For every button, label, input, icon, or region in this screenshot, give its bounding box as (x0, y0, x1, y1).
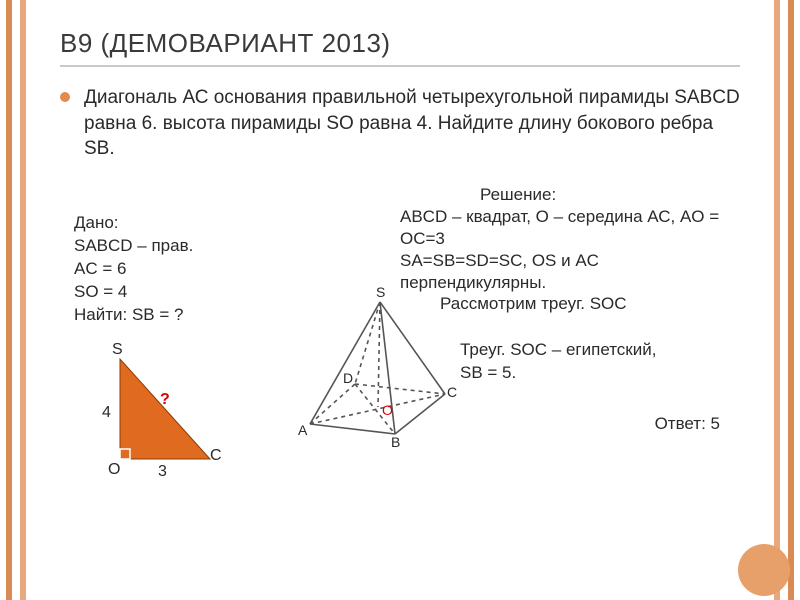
given-line: SO = 4 (74, 281, 193, 304)
frame-stripe (6, 0, 12, 600)
title-underline (60, 65, 740, 67)
center-label: O (382, 402, 393, 418)
vertex-label: C (210, 447, 222, 465)
decor-circle (738, 544, 790, 596)
frame-stripe (788, 0, 794, 600)
vertex-label: D (343, 370, 353, 386)
vertex-label: B (391, 434, 400, 450)
given-line: AC = 6 (74, 258, 193, 281)
vertex-label: S (376, 284, 385, 300)
side-label: 4 (102, 404, 111, 422)
solution-heading: Решение: (480, 184, 740, 206)
solution-block: Решение: ABCD – квадрат, О – середина АС… (400, 184, 740, 294)
pyramid-figure: S A B C D O (285, 284, 475, 454)
given-block: Дано: SABCD – прав. AC = 6 SO = 4 Найти:… (74, 212, 193, 327)
vertex-label: S (112, 341, 123, 359)
solution-line: Треуг. SOC – египетский, (460, 340, 656, 359)
problem-text: Диагональ АС основания правильной четыре… (84, 85, 740, 162)
solution-line: ABCD – квадрат, О – середина АС, AO = OC… (400, 207, 719, 248)
vertex-label: C (447, 384, 457, 400)
vertex-label: A (298, 422, 307, 438)
given-line: SABCD – прав. (74, 235, 193, 258)
frame-stripe (774, 0, 780, 600)
answer: Ответ: 5 (655, 414, 720, 434)
given-find: Найти: SB = ? (74, 304, 193, 327)
given-heading: Дано: (74, 212, 193, 235)
frame-stripe (20, 0, 26, 600)
side-label: 3 (158, 463, 167, 481)
bullet-icon (60, 92, 70, 102)
hyp-label: ? (160, 391, 170, 409)
triangle-figure: S O C 4 3 ? (90, 349, 250, 489)
page-title: В9 (ДЕМОВАРИАНТ 2013) (60, 28, 740, 59)
solution-egyptian: Треуг. SOC – египетский, SB = 5. (460, 339, 656, 385)
vertex-label: O (108, 461, 120, 479)
